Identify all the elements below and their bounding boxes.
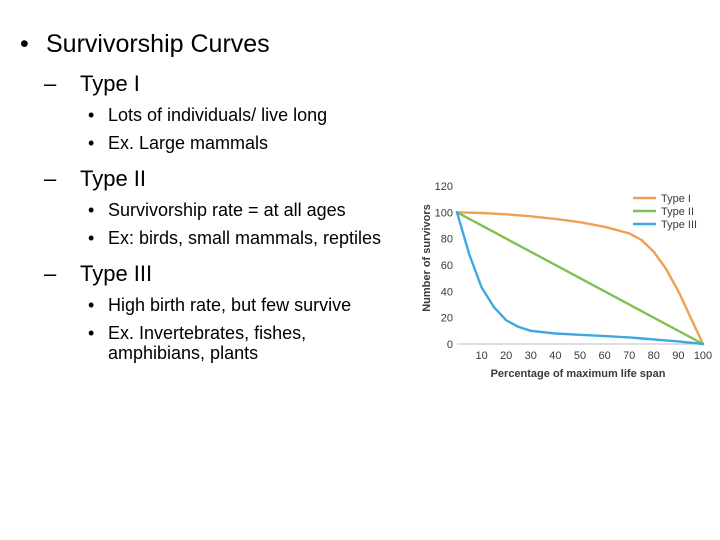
section-heading-type-2: – Type II (18, 165, 408, 192)
dash-icon: – (44, 260, 57, 286)
bullet-point: • Ex. Invertebrates, fishes, amphibians,… (18, 323, 408, 363)
bullet-point-text: Ex. Invertebrates, fishes, amphibians, p… (108, 322, 307, 363)
y-tick-label: 0 (447, 339, 453, 351)
series-line (455, 211, 705, 346)
bullet-point: • Ex: birds, small mammals, reptiles (18, 228, 408, 248)
bullet-icon: • (20, 30, 29, 58)
bullet-point: • Survivorship rate = at all ages (18, 200, 408, 220)
x-axis-title: Percentage of maximum life span (491, 368, 666, 380)
survivorship-chart: Number of survivors Percentage of maximu… (421, 181, 712, 380)
x-tick-label: 60 (598, 350, 610, 362)
bullet-icon: • (88, 322, 95, 343)
x-tick-label: 30 (525, 350, 537, 362)
dash-icon: – (44, 165, 57, 191)
y-tick-label: 20 (441, 313, 453, 325)
y-tick-label: 40 (441, 286, 453, 298)
bullet-point-text: Ex: birds, small mammals, reptiles (108, 227, 382, 248)
section-heading-type-3: – Type III (18, 260, 408, 287)
y-tick-labels: 0 20 40 60 80 100 120 (435, 181, 453, 351)
bullet-point-text: High birth rate, but few survive (108, 294, 352, 315)
bullet-icon: • (88, 104, 95, 125)
bullet-icon: • (88, 132, 95, 153)
legend-label: Type III (661, 219, 697, 231)
x-tick-label: 20 (500, 350, 512, 362)
bullet-icon: • (88, 227, 95, 248)
series-lines (455, 211, 705, 346)
bullet-list: • Survivorship Curves – Type I • Lots of… (18, 30, 408, 363)
section-heading-text: Type III (80, 260, 153, 286)
bullet-icon: • (88, 199, 95, 220)
y-axis-title-group: Number of survivors (421, 204, 433, 312)
x-tick-label: 40 (549, 350, 561, 362)
x-tick-label: 50 (574, 350, 586, 362)
bullet-icon: • (88, 294, 95, 315)
series-line (455, 211, 705, 346)
y-tick-label: 100 (435, 207, 453, 219)
section-heading-text: Type I (80, 71, 140, 96)
x-tick-labels: 10 20 30 40 50 60 70 80 90 100 (475, 350, 712, 362)
bullet-point-text: Ex. Large mammals (108, 132, 269, 153)
x-tick-label: 80 (648, 350, 660, 362)
slide-title: • Survivorship Curves (18, 30, 408, 58)
section-heading-text: Type II (80, 165, 147, 191)
y-tick-label: 60 (441, 260, 453, 272)
section-heading-type-1: – Type I (18, 71, 408, 97)
x-tick-label: 10 (475, 350, 487, 362)
y-tick-label: 80 (441, 234, 453, 246)
x-tick-label: 70 (623, 350, 635, 362)
bullet-point: • High birth rate, but few survive (18, 295, 408, 315)
y-tick-label: 120 (435, 181, 453, 193)
dash-icon: – (44, 71, 57, 96)
legend-label: Type I (661, 193, 691, 205)
legend-label: Type II (661, 206, 694, 218)
bullet-point: • Ex. Large mammals (18, 133, 408, 153)
series-line (455, 211, 705, 346)
y-axis-title: Number of survivors (421, 204, 433, 312)
bullet-point: • Lots of individuals/ live long (18, 105, 408, 125)
slide-title-text: Survivorship Curves (46, 30, 270, 58)
x-tick-label: 100 (694, 350, 712, 362)
bullet-point-text: Survivorship rate = at all ages (108, 199, 346, 220)
bullet-point-text: Lots of individuals/ live long (108, 104, 328, 125)
x-tick-label: 90 (672, 350, 684, 362)
